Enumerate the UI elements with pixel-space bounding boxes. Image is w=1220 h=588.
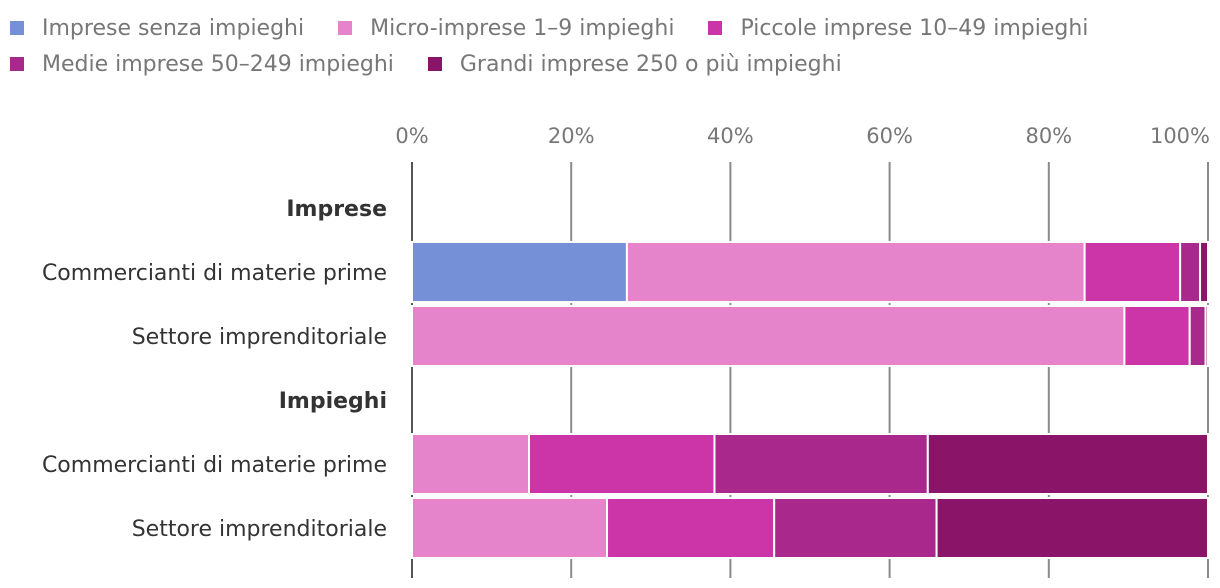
row-label: Commercianti di materie prime — [42, 261, 387, 286]
bar-segment — [926, 433, 1209, 495]
bar-segment — [528, 433, 716, 495]
legend-item-no-employees: Imprese senza impieghi — [10, 16, 304, 41]
bar-segment — [1204, 305, 1210, 367]
x-tick-label: 20% — [548, 124, 595, 148]
legend-row: Medie imprese 50–249 impieghi Grandi imp… — [10, 46, 1210, 82]
row-label: Settore imprenditoriale — [132, 517, 387, 542]
x-tick-label: 40% — [707, 124, 754, 148]
legend-label: Micro-imprese 1–9 impieghi — [370, 15, 675, 41]
legend: Imprese senza impieghi Micro-imprese 1–9… — [10, 10, 1210, 82]
x-tick-label: 100% — [1150, 124, 1210, 148]
legend-item-small: Piccole imprese 10–49 impieghi — [708, 16, 1088, 41]
legend-row: Imprese senza impieghi Micro-imprese 1–9… — [10, 10, 1210, 46]
group-label: Impieghi — [279, 389, 387, 414]
x-tick-label: 80% — [1025, 124, 1072, 148]
bar-segment — [411, 497, 609, 559]
bar-segment — [713, 433, 929, 495]
bar-segment — [1199, 241, 1210, 303]
row-label: Settore imprenditoriale — [132, 325, 387, 350]
legend-swatch — [338, 21, 353, 35]
row-label: Commercianti di materie prime — [42, 453, 387, 478]
legend-item-micro: Micro-imprese 1–9 impieghi — [338, 16, 674, 41]
bar-segment — [625, 241, 1086, 303]
legend-swatch — [708, 21, 723, 35]
bar-segment — [411, 433, 531, 495]
legend-label: Piccole imprese 10–49 impieghi — [740, 15, 1089, 41]
bar-segment — [935, 497, 1210, 559]
x-tick-label: 0% — [395, 124, 428, 148]
bar-segment — [1188, 305, 1207, 367]
bar-segment — [411, 241, 628, 303]
bar-segment — [606, 497, 776, 559]
bar-segment — [1179, 241, 1202, 303]
bar-segment — [773, 497, 938, 559]
legend-item-medium: Medie imprese 50–249 impieghi — [10, 52, 394, 77]
bar-segment — [411, 305, 1126, 367]
bar-segment — [1083, 241, 1182, 303]
legend-item-large: Grandi imprese 250 o più impieghi — [427, 51, 842, 77]
legend-swatch — [10, 57, 24, 71]
legend-swatch — [10, 21, 24, 35]
bar-segment — [1123, 305, 1191, 367]
legend-label: Medie imprese 50–249 impieghi — [42, 51, 394, 77]
x-tick-label: 60% — [866, 124, 913, 148]
group-label: Imprese — [286, 197, 387, 222]
legend-swatch — [427, 57, 442, 71]
legend-label: Grandi imprese 250 o più impieghi — [459, 51, 842, 77]
legend-label: Imprese senza impieghi — [42, 15, 305, 41]
